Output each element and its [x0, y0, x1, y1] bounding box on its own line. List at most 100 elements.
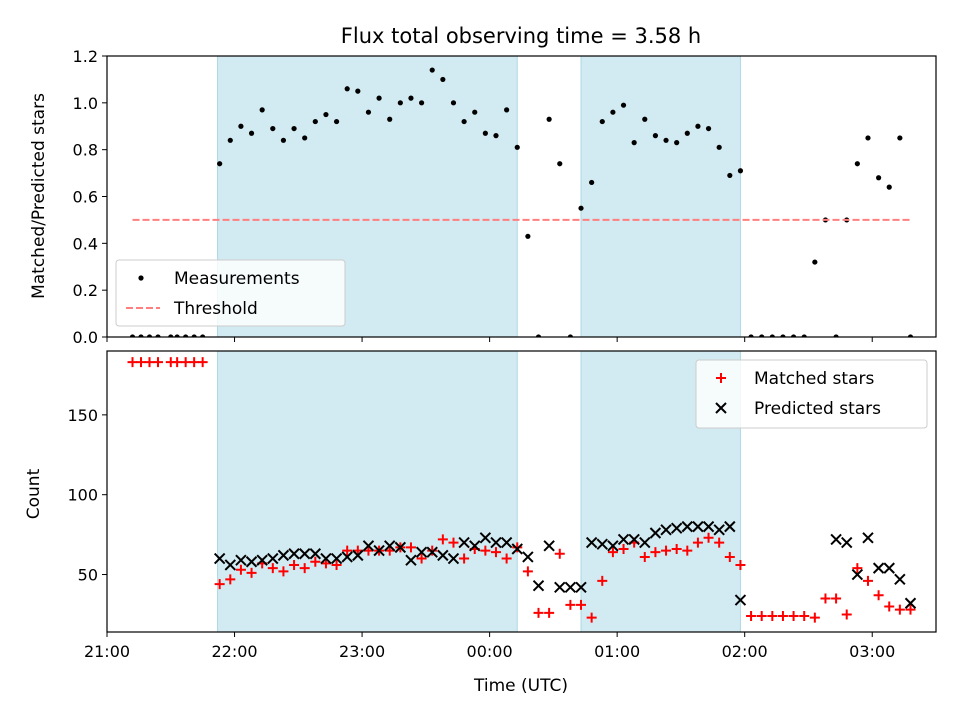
measurement-point: [387, 116, 393, 122]
measurement-point: [514, 144, 520, 150]
measurement-point: [727, 172, 733, 179]
matched-star-point: [533, 607, 544, 618]
matched-star-point: [873, 590, 884, 601]
matched-star-point: [884, 601, 895, 612]
matched-star-point: [490, 547, 501, 558]
matched-star-point: [809, 612, 820, 623]
matched-star-point: [852, 563, 863, 574]
matched-star-point: [554, 548, 565, 559]
predicted-star-point: [532, 579, 545, 592]
predicted-star-point: [341, 551, 353, 563]
matched-star-point: [650, 547, 661, 558]
measurement-point: [146, 334, 153, 337]
predicted-star-point: [639, 536, 651, 549]
matched-star-point: [512, 542, 523, 553]
predicted-star-point: [309, 548, 322, 560]
matched-star-point: [756, 611, 767, 622]
matched-star-point: [225, 574, 236, 585]
matched-star-point: [172, 357, 183, 368]
measurement-point: [312, 118, 318, 125]
measurement-point: [280, 137, 287, 143]
measurement-point: [769, 334, 775, 337]
matched-star-point: [767, 611, 778, 622]
matched-star-point: [448, 537, 459, 548]
measurement-point: [408, 95, 414, 101]
predicted-star-point: [692, 520, 704, 533]
measurement-point: [248, 130, 255, 136]
predicted-star-point: [894, 573, 906, 586]
matched-star-point: [714, 537, 725, 548]
predicted-star-point: [479, 532, 492, 544]
measurement-point: [259, 107, 265, 113]
predicted-star-point: [564, 581, 577, 594]
measurement-point: [270, 125, 276, 132]
predicted-star-point: [405, 554, 417, 566]
y-tick-label: 150: [67, 406, 98, 425]
y-tick-label: 0.6: [73, 188, 98, 207]
predicted-star-point: [458, 536, 470, 549]
measurement-point: [737, 168, 744, 174]
measurement-point: [663, 137, 669, 143]
bottom-y-axis-label: Count: [24, 468, 44, 519]
legend-label: Predicted stars: [754, 399, 881, 419]
matched-star-point: [586, 612, 597, 623]
matched-star-point: [278, 566, 289, 577]
matched-star-point: [894, 604, 905, 615]
x-tick-label: 03:00: [849, 642, 895, 661]
measurement-point: [504, 107, 510, 113]
chart-title: Flux total observing time = 3.58 h: [341, 24, 701, 48]
matched-star-point: [136, 357, 147, 368]
matched-star-point: [384, 545, 395, 556]
legend-label: Measurements: [174, 269, 300, 289]
matched-star-point: [905, 604, 916, 615]
y-tick-label: 100: [67, 486, 98, 505]
measurement-point: [812, 259, 818, 265]
matched-star-point: [320, 558, 331, 569]
measurement-point: [227, 137, 233, 143]
measurement-point: [238, 123, 244, 129]
predicted-star-point: [373, 544, 385, 557]
measurement-point: [631, 140, 637, 146]
measurement-point: [695, 123, 701, 129]
y-tick-label: 0.0: [73, 328, 98, 347]
measurement-point: [344, 86, 350, 92]
ratio-panel: 0.0 0.2 0.4 0.6 0.8 1.0 1.2 Measurements Thresho…: [73, 47, 937, 347]
matched-star-point: [735, 559, 746, 570]
matched-star-point: [153, 357, 164, 368]
predicted-star-point: [437, 549, 449, 562]
matched-star-point: [197, 357, 208, 368]
matched-star-point: [862, 575, 873, 586]
legend-label: Threshold: [173, 299, 258, 319]
matched-star-point: [841, 609, 852, 620]
measurement-point: [610, 109, 616, 115]
measurement-point: [323, 111, 329, 118]
matched-star-point: [437, 534, 448, 545]
measurement-point: [138, 334, 144, 337]
observing-window-shade: [217, 351, 518, 632]
observing-window-shade: [581, 56, 741, 337]
matched-star-point: [299, 563, 310, 574]
predicted-star-point: [245, 556, 258, 568]
predicted-star-point: [607, 540, 619, 552]
matched-star-point: [703, 532, 714, 543]
matched-star-point: [501, 553, 512, 564]
predicted-star-point: [362, 540, 375, 552]
matched-star-point: [405, 542, 416, 553]
predicted-star-point: [649, 527, 662, 539]
matched-star-point: [671, 543, 682, 554]
measurement-point: [418, 100, 425, 106]
predicted-star-point: [670, 522, 683, 534]
predicted-star-point: [330, 552, 343, 565]
measurement-point: [589, 179, 595, 186]
matched-star-point: [189, 357, 200, 368]
predicted-star-point: [224, 559, 236, 571]
x-tick-label: 21:00: [84, 642, 130, 661]
predicted-star-point: [660, 524, 672, 536]
matched-star-point: [522, 566, 533, 577]
predicted-star-point: [256, 554, 268, 566]
x-tick-label: 02:00: [722, 642, 768, 661]
measurement-point: [191, 334, 197, 337]
measurement-point: [472, 109, 478, 115]
predicted-star-point: [320, 552, 332, 565]
matched-star-point: [342, 545, 353, 556]
